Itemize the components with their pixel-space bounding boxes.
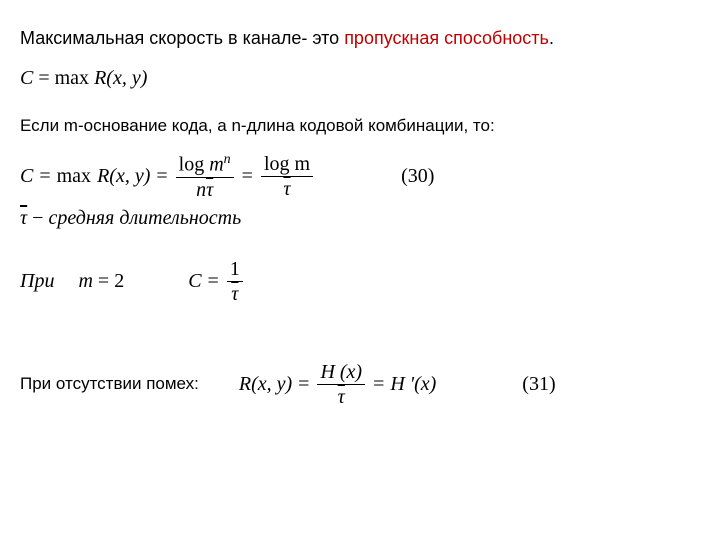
equation-2: C = max R(x, y) = log mn nτ = log m τ (3… [20, 152, 700, 201]
tau-note: τ − средняя длительность [20, 207, 700, 230]
heading: Максимальная скорость в канале- это проп… [20, 28, 700, 49]
tau-text: средняя длительность [48, 207, 241, 229]
eq2-op: max [57, 165, 91, 188]
eq1-rhs: R(x, y) [94, 67, 147, 89]
when-pri: При [20, 270, 54, 293]
heading-accent: пропускная способность [344, 28, 549, 48]
equation-1: C = max R(x, y) [20, 67, 700, 90]
eq1-eq: = [38, 67, 49, 89]
when-num: 1 [227, 258, 243, 281]
heading-prefix: Максимальная скорость в канале- это [20, 28, 344, 48]
eq2-frac2: log m τ [261, 153, 313, 200]
bottom-frac: H (x) τ [317, 361, 365, 408]
eq2-frac1-m: m [209, 154, 223, 176]
eq2-eq3: = [242, 165, 253, 188]
eq1-lhs: C [20, 67, 33, 89]
bottom-hx: H '(x) [390, 373, 436, 396]
when-m-2: При m = 2 C = 1 τ [20, 258, 700, 305]
when-eq2: = [208, 270, 219, 293]
bottom-rxy: R(x, y) [239, 373, 292, 396]
eq2-eq1: = [39, 165, 50, 188]
eq2-label: (30) [401, 165, 434, 188]
bottom-tag: (31) [522, 373, 555, 396]
eq2-frac2-num: log m [264, 153, 310, 175]
eq2-frac1-log: log [179, 154, 210, 176]
heading-suffix: . [549, 28, 554, 48]
bottom-frac-den: τ [338, 386, 345, 408]
eq2-frac1: log mn nτ [176, 152, 234, 201]
eq2-frac1-den-n: n [196, 179, 206, 201]
eq1-op: max [55, 67, 89, 89]
bottom-eq2: = [373, 373, 384, 396]
eq2-frac1-exp: n [224, 152, 231, 167]
when-m: m [78, 270, 92, 292]
bottom-row: При отсутствии помех: R(x, y) = H (x) τ … [20, 361, 700, 408]
eq2-rxy: R(x, y) [97, 165, 150, 188]
when-den: τ [231, 283, 238, 305]
eq2-frac2-den: τ [283, 178, 290, 200]
eq2-lhs: C [20, 165, 33, 188]
condition-line: Если m-основание кода, а n-длина кодовой… [20, 116, 700, 136]
eq2-eq2: = [156, 165, 167, 188]
when-eq: = [98, 270, 109, 292]
eq2-frac1-den-tau: τ [206, 179, 213, 201]
bottom-eq1: = [298, 373, 309, 396]
bottom-frac-num: H (x) [317, 361, 365, 384]
when-frac: 1 τ [227, 258, 243, 305]
bottom-label: При отсутствии помех: [20, 374, 199, 394]
tau-dash: − [27, 207, 48, 229]
when-two: 2 [114, 270, 124, 292]
when-C: C [188, 270, 201, 293]
